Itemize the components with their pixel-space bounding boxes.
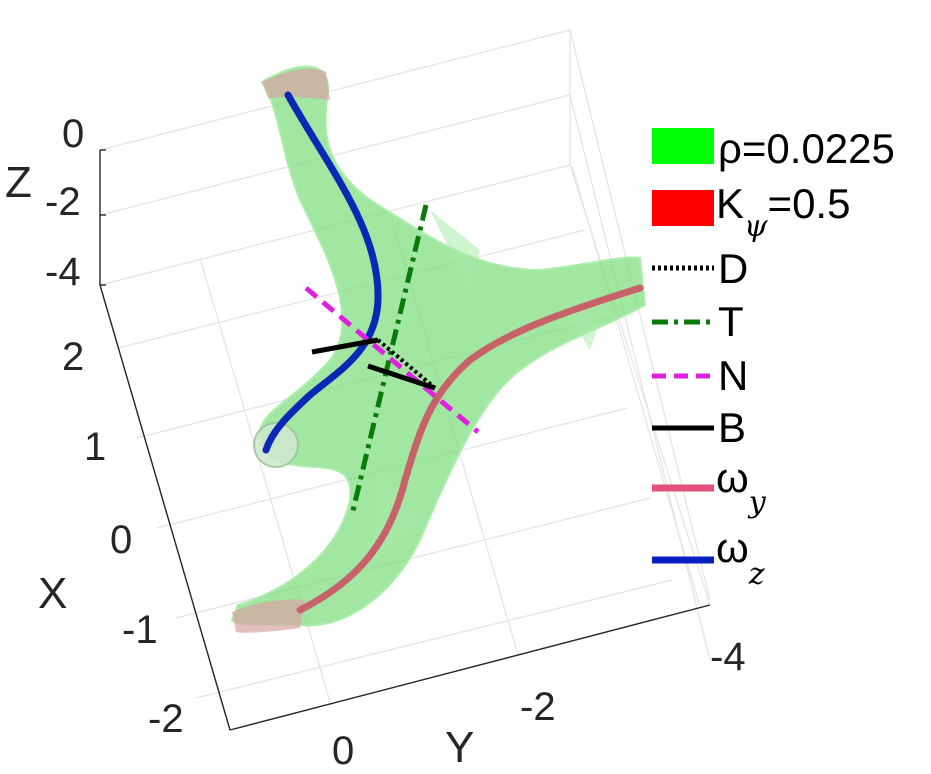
legend-swatch-kpsi	[652, 190, 714, 226]
axis-lines	[99, 149, 711, 731]
x-tick-4: -2	[148, 697, 184, 741]
y-axis-label: Y	[445, 723, 474, 772]
surface-rho	[230, 65, 647, 633]
omega-y-curve	[296, 284, 644, 614]
legend-label-T: T	[718, 298, 744, 345]
legend-label-wz: ωz	[716, 524, 765, 592]
y-tick-2: -4	[710, 635, 746, 679]
binormal-B-line-1	[311, 337, 379, 355]
legend-label-D: D	[718, 245, 748, 292]
z-axis-label: Z	[5, 158, 32, 207]
legend: ρ=0.0225 Kψ=0.5 D T N B ωy ωz	[652, 125, 895, 592]
x-tick-2: 0	[110, 518, 132, 562]
legend-label-N: N	[718, 352, 748, 399]
binormal-B-line-2	[367, 363, 436, 391]
y-tick-1: -2	[520, 685, 556, 729]
legend-label-kpsi: Kψ=0.5	[716, 180, 850, 244]
axis-labels: Z X Y	[5, 158, 474, 772]
legend-swatch-rho	[652, 128, 714, 164]
legend-label-B: B	[718, 404, 746, 451]
normal-N-line	[304, 286, 480, 434]
z-tick-1: -2	[45, 180, 81, 224]
x-tick-0: 2	[62, 335, 84, 379]
tick-labels: 0 -2 -4 2 1 0 -1 -2 0 -2 -4	[45, 112, 746, 773]
D-line	[376, 338, 437, 390]
y-tick-0: 0	[332, 729, 354, 773]
tangent-T-line	[349, 204, 429, 516]
legend-label-wy: ωy	[716, 454, 767, 520]
legend-label-rho: ρ=0.0225	[718, 125, 895, 172]
omega-z-curve	[262, 91, 382, 454]
x-tick-1: 1	[84, 425, 106, 469]
x-axis-label: X	[38, 569, 67, 618]
z-tick-0: 0	[62, 112, 84, 156]
grid-lines	[99, 29, 711, 731]
x-tick-3: -1	[122, 608, 158, 652]
z-tick-2: -4	[45, 250, 81, 294]
